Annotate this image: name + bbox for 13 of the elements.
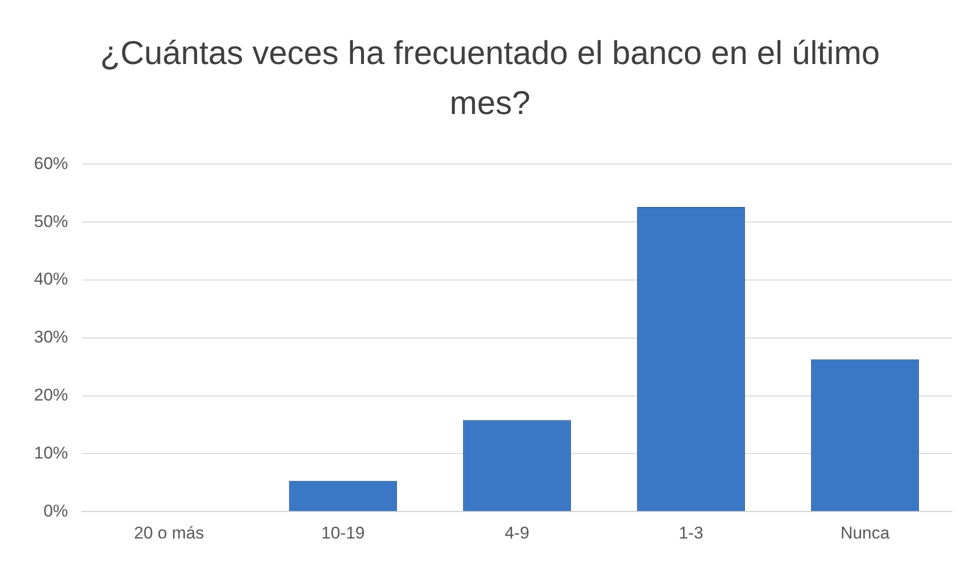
x-tick-label: 1-3 (678, 523, 704, 542)
y-tick-label: 10% (34, 443, 68, 462)
y-tick-label: 50% (34, 212, 68, 231)
x-tick-label: Nunca (840, 523, 890, 542)
y-tick-label: 40% (34, 270, 68, 289)
x-tick-label: 4-9 (504, 523, 530, 542)
y-tick-label: 0% (43, 501, 68, 520)
y-tick-label: 30% (34, 328, 68, 347)
y-tick-label: 60% (34, 154, 68, 173)
x-tick-label: 20 o más (134, 523, 204, 542)
x-tick-label: 10-19 (321, 523, 365, 542)
chart-title: ¿Cuántas veces ha frecuentado el banco en el último mes? (100, 33, 880, 123)
y-tick-label: 20% (34, 385, 68, 404)
